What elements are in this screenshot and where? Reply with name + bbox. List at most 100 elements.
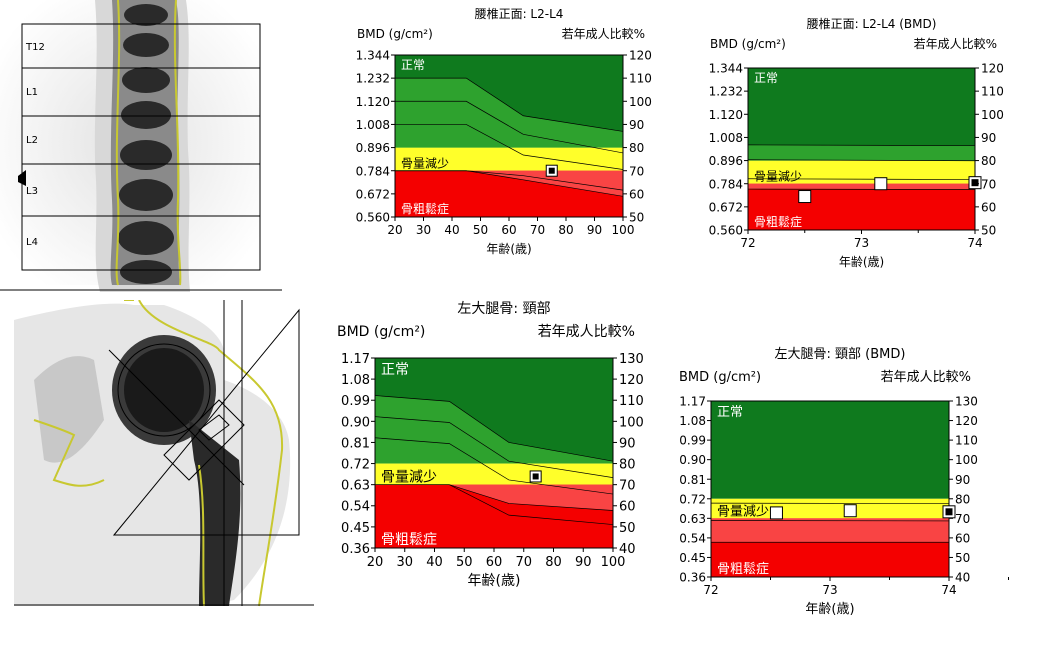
x-tick-label: 100 — [612, 223, 635, 237]
zone-label-osteoporosis: 骨粗鬆症 — [754, 214, 802, 229]
x-tick-label: 50 — [456, 555, 473, 570]
reference-curve — [375, 484, 613, 511]
y2-tick-label: 90 — [629, 118, 644, 132]
reference-curve — [375, 437, 613, 495]
y2-tick-label: 110 — [629, 72, 652, 86]
x-tick-label: 90 — [587, 223, 602, 237]
y2-tick-label: 110 — [955, 434, 978, 448]
chart-title: 腰椎正面: L2-L4 — [475, 6, 564, 21]
spine-scan-graphic — [0, 0, 282, 292]
x-axis-label: 年齢(歳) — [839, 254, 884, 269]
zone-osteopenia — [375, 463, 613, 485]
reference-band-normal — [748, 144, 975, 161]
reference-curve — [395, 100, 623, 154]
y-tick-label: 0.896 — [356, 141, 390, 155]
y-tick-label: 0.784 — [709, 177, 743, 191]
data-point-center — [548, 167, 555, 174]
y-tick-label: 1.120 — [709, 108, 743, 122]
data-point-marker — [843, 504, 857, 518]
hip-scan-graphic — [14, 300, 314, 610]
y2-tick-label: 70 — [619, 479, 636, 494]
y-tick-label: 0.72 — [341, 457, 370, 472]
y2-tick-label: 110 — [981, 85, 1004, 99]
y2-tick-label: 90 — [619, 436, 636, 451]
y-tick-label: 0.72 — [679, 492, 706, 506]
zone-label-osteopenia: 骨量減少 — [717, 503, 769, 519]
data-point-center — [971, 179, 979, 187]
y2-tick-label: 50 — [981, 224, 996, 238]
reference-band-normal — [375, 395, 613, 464]
y2-axis-label: 若年成人比較% — [562, 26, 645, 41]
zone-label-osteoporosis: 骨粗鬆症 — [401, 201, 449, 216]
y2-tick-label: 60 — [981, 200, 996, 214]
y-tick-label: 1.08 — [679, 414, 706, 428]
reference-curve — [375, 395, 613, 462]
y-tick-label: 1.232 — [709, 85, 743, 99]
y2-tick-label: 40 — [619, 542, 636, 557]
y2-tick-label: 90 — [955, 473, 970, 487]
hip-scan-image — [14, 300, 314, 610]
y-tick-label: 0.63 — [679, 512, 706, 526]
x-axis-label: 年齢(歳) — [468, 573, 521, 589]
data-point-center — [945, 508, 953, 516]
x-tick-label: 50 — [473, 223, 488, 237]
y-axis-label: BMD (g/cm²) — [337, 324, 425, 340]
y2-tick-label: 80 — [629, 141, 644, 155]
x-tick-label: 73 — [822, 583, 837, 597]
x-tick-label: 74 — [941, 583, 956, 597]
x-axis-label: 年齢(歳) — [486, 241, 531, 256]
spine-label-l3: L3 — [26, 186, 38, 197]
y2-tick-label: 120 — [619, 373, 644, 388]
zone-label-normal: 正常 — [754, 71, 778, 85]
x-tick-label: 60 — [501, 223, 516, 237]
y-tick-label: 0.54 — [341, 500, 370, 515]
zone-normal — [711, 401, 949, 499]
data-point-marker — [874, 177, 888, 191]
y2-tick-label: 50 — [955, 551, 970, 565]
y-tick-label: 0.784 — [356, 164, 390, 178]
x-tick-label: 73 — [854, 236, 869, 250]
chart-femoral-age: 正常 骨量減少 骨粗鬆症 1.17 130 1.08 120 0.99 110 0.90 100 0.… — [335, 295, 665, 610]
reference-band-osteoporosis — [748, 183, 975, 190]
y2-tick-label: 60 — [619, 500, 636, 515]
y-axis-label: BMD (g/cm²) — [357, 27, 433, 41]
y-tick-label: 0.672 — [709, 200, 743, 214]
zone-osteopenia — [395, 147, 623, 171]
y2-tick-label: 90 — [981, 131, 996, 145]
y-tick-label: 0.99 — [679, 434, 706, 448]
spine-label-l1: L1 — [26, 87, 38, 98]
y2-tick-label: 130 — [955, 395, 978, 409]
y-tick-label: 0.45 — [679, 551, 706, 565]
reference-curve — [748, 144, 975, 147]
y2-tick-label: 120 — [981, 62, 1004, 76]
x-tick-label: 72 — [740, 236, 755, 250]
y-tick-label: 1.008 — [709, 131, 743, 145]
y2-tick-label: 110 — [619, 394, 644, 409]
y-tick-label: 0.560 — [356, 211, 390, 225]
y2-tick-label: 70 — [629, 164, 644, 178]
zone-label-osteoporosis: 骨粗鬆症 — [717, 562, 769, 577]
reference-curve — [375, 416, 613, 478]
data-point-marker — [769, 506, 783, 520]
y2-axis-label: 若年成人比較% — [881, 369, 971, 385]
reference-curve — [395, 124, 623, 170]
zone-label-normal: 正常 — [381, 362, 409, 378]
data-point-marker — [798, 190, 812, 204]
zone-osteopenia — [748, 160, 975, 184]
y-tick-label: 0.81 — [341, 436, 370, 451]
y-tick-label: 0.36 — [679, 571, 706, 585]
chart-title: 腰椎正面: L2-L4 (BMD) — [807, 16, 937, 31]
y-axis-label: BMD (g/cm²) — [679, 370, 761, 385]
y-tick-label: 1.344 — [709, 62, 743, 76]
reference-curve — [748, 159, 975, 162]
zone-osteoporosis — [748, 183, 975, 230]
y-tick-label: 0.36 — [341, 542, 370, 557]
y2-tick-label: 100 — [981, 108, 1004, 122]
y2-axis-label: 若年成人比較% — [538, 324, 635, 340]
spine-scan-image: T12 L1 L2 L3 L4 — [0, 0, 282, 292]
chart-title: 左大腿骨: 頸部 (BMD) — [775, 347, 906, 362]
